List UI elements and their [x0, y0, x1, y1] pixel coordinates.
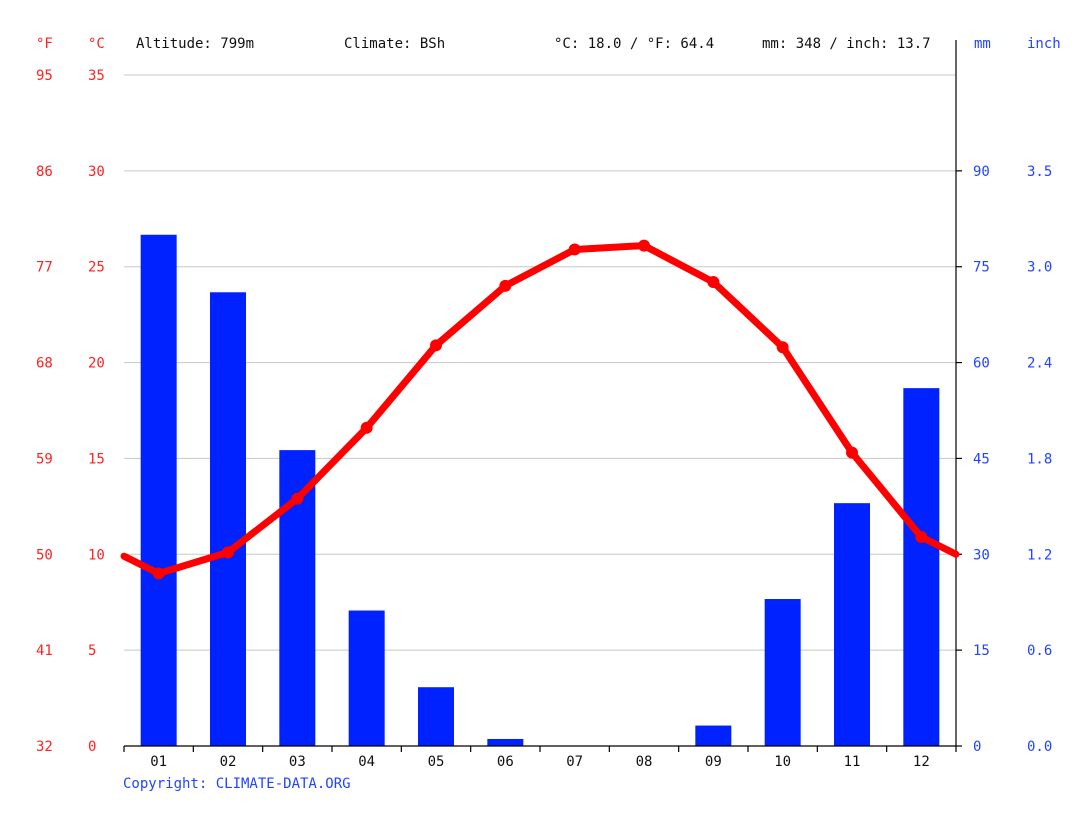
inch-tick-label: 0.0: [1027, 739, 1052, 755]
inch-tick-label: 0.6: [1027, 643, 1052, 659]
climate-label: Climate: BSh: [344, 36, 445, 52]
mm-tick-label: 90: [973, 164, 990, 180]
month-tick-label: 11: [844, 754, 861, 770]
celsius-tick-label: 15: [88, 451, 105, 467]
temperature-point: [707, 276, 720, 289]
mm-unit-label: mm: [974, 36, 991, 52]
temperature-line-path: [120, 242, 960, 577]
fahrenheit-tick-label: 95: [36, 68, 53, 84]
gridlines: [124, 74, 956, 651]
temperature-point: [152, 567, 165, 580]
temperature-point: [360, 421, 373, 434]
precipitation-bar: [695, 725, 732, 746]
celsius-tick-label: 5: [88, 643, 96, 659]
fahrenheit-tick-label: 50: [36, 547, 53, 563]
precipitation-bar: [210, 292, 246, 746]
fahrenheit-tick-label: 86: [36, 164, 53, 180]
temperature-point: [915, 531, 928, 544]
temperature-point: [776, 341, 789, 354]
inch-tick-label: 2.4: [1027, 356, 1052, 372]
precipitation-total-label: mm: 348 / inch: 13.7: [762, 36, 931, 52]
inch-unit-label: inch: [1027, 36, 1061, 52]
precipitation-bar: [140, 234, 177, 746]
temperature-average-label: °C: 18.0 / °F: 64.4: [554, 36, 714, 52]
fahrenheit-unit-label: °F: [36, 36, 53, 52]
tick-labels: 0 32 5 41 10 50 15 59 20 68 25 77 30 86 35 95 0 0.0 15 0.6 3…: [36, 68, 1052, 770]
month-tick-label: 12: [913, 754, 930, 770]
fahrenheit-tick-label: 32: [36, 739, 53, 755]
precipitation-bars: [140, 234, 940, 746]
fahrenheit-tick-label: 59: [36, 451, 53, 467]
mm-tick-label: 75: [973, 260, 990, 276]
inch-tick-label: 3.5: [1027, 164, 1052, 180]
temperature-point: [846, 446, 858, 459]
precipitation-bar: [834, 503, 870, 746]
fahrenheit-tick-label: 68: [36, 356, 53, 372]
temperature-point: [222, 546, 234, 559]
celsius-tick-label: 0: [88, 739, 96, 755]
copyright-label: Copyright: CLIMATE-DATA.ORG: [123, 776, 351, 792]
month-tick-label: 10: [774, 754, 791, 770]
month-tick-label: 03: [289, 754, 306, 770]
celsius-tick-label: 35: [88, 68, 105, 84]
temperature-point: [568, 243, 581, 256]
precipitation-bar: [348, 610, 385, 746]
mm-tick-label: 30: [973, 547, 990, 563]
celsius-tick-label: 25: [88, 260, 105, 276]
mm-tick-label: 45: [973, 451, 990, 467]
month-tick-label: 08: [636, 754, 653, 770]
inch-tick-label: 3.0: [1027, 260, 1052, 276]
celsius-tick-label: 30: [88, 164, 105, 180]
month-tick-label: 02: [220, 754, 237, 770]
altitude-label: Altitude: 799m: [136, 36, 254, 52]
precipitation-bar: [487, 738, 524, 746]
precipitation-bar: [764, 599, 801, 746]
precipitation-bar: [418, 687, 454, 746]
mm-tick-label: 15: [973, 643, 990, 659]
month-tick-label: 07: [566, 754, 583, 770]
mm-tick-label: 60: [973, 356, 990, 372]
inch-tick-label: 1.2: [1027, 547, 1052, 563]
celsius-tick-label: 20: [88, 356, 105, 372]
month-tick-label: 01: [150, 754, 167, 770]
fahrenheit-tick-label: 41: [36, 643, 53, 659]
precipitation-bar: [903, 388, 940, 746]
month-tick-label: 05: [428, 754, 445, 770]
month-tick-label: 04: [358, 754, 375, 770]
celsius-tick-label: 10: [88, 547, 105, 563]
temperature-line: [120, 239, 960, 580]
celsius-unit-label: °C: [88, 36, 105, 52]
temperature-point: [291, 492, 304, 505]
fahrenheit-tick-label: 77: [36, 260, 53, 276]
mm-tick-label: 0: [973, 739, 981, 755]
temperature-point: [430, 339, 442, 352]
inch-tick-label: 1.8: [1027, 451, 1052, 467]
month-tick-label: 06: [497, 754, 514, 770]
month-tick-label: 09: [705, 754, 722, 770]
temperature-point: [499, 279, 512, 292]
temperature-point: [638, 239, 650, 252]
